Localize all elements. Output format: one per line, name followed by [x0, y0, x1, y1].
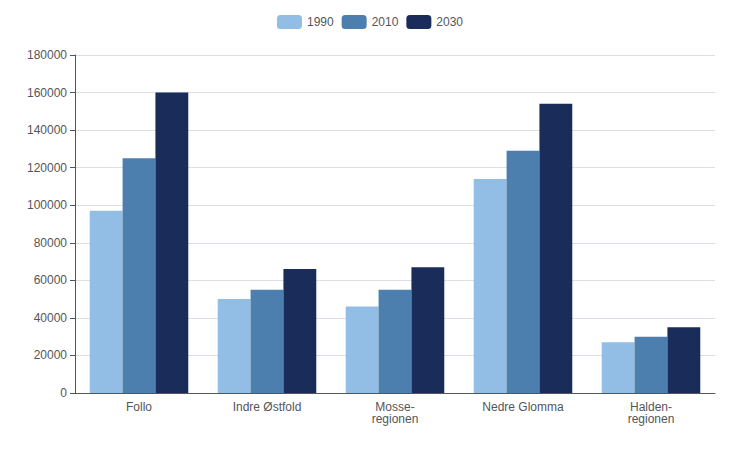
svg-text:0: 0 — [60, 386, 67, 400]
svg-text:regionen: regionen — [628, 412, 675, 426]
svg-text:40000: 40000 — [34, 311, 68, 325]
svg-text:120000: 120000 — [27, 161, 67, 175]
svg-text:140000: 140000 — [27, 123, 67, 137]
svg-text:180000: 180000 — [27, 48, 67, 62]
svg-text:Nedre Glomma: Nedre Glomma — [482, 400, 564, 414]
svg-text:2030: 2030 — [436, 15, 463, 29]
svg-text:2010: 2010 — [372, 15, 399, 29]
svg-text:80000: 80000 — [34, 236, 68, 250]
svg-text:Mosse-: Mosse- — [375, 400, 415, 414]
svg-text:160000: 160000 — [27, 86, 67, 100]
svg-text:Halden-: Halden- — [630, 400, 672, 414]
svg-text:Indre Østfold: Indre Østfold — [233, 400, 302, 414]
svg-text:regionen: regionen — [372, 412, 419, 426]
svg-text:60000: 60000 — [34, 273, 68, 287]
svg-text:1990: 1990 — [307, 15, 334, 29]
svg-text:100000: 100000 — [27, 198, 67, 212]
svg-text:Follo: Follo — [126, 400, 152, 414]
svg-text:20000: 20000 — [34, 348, 68, 362]
